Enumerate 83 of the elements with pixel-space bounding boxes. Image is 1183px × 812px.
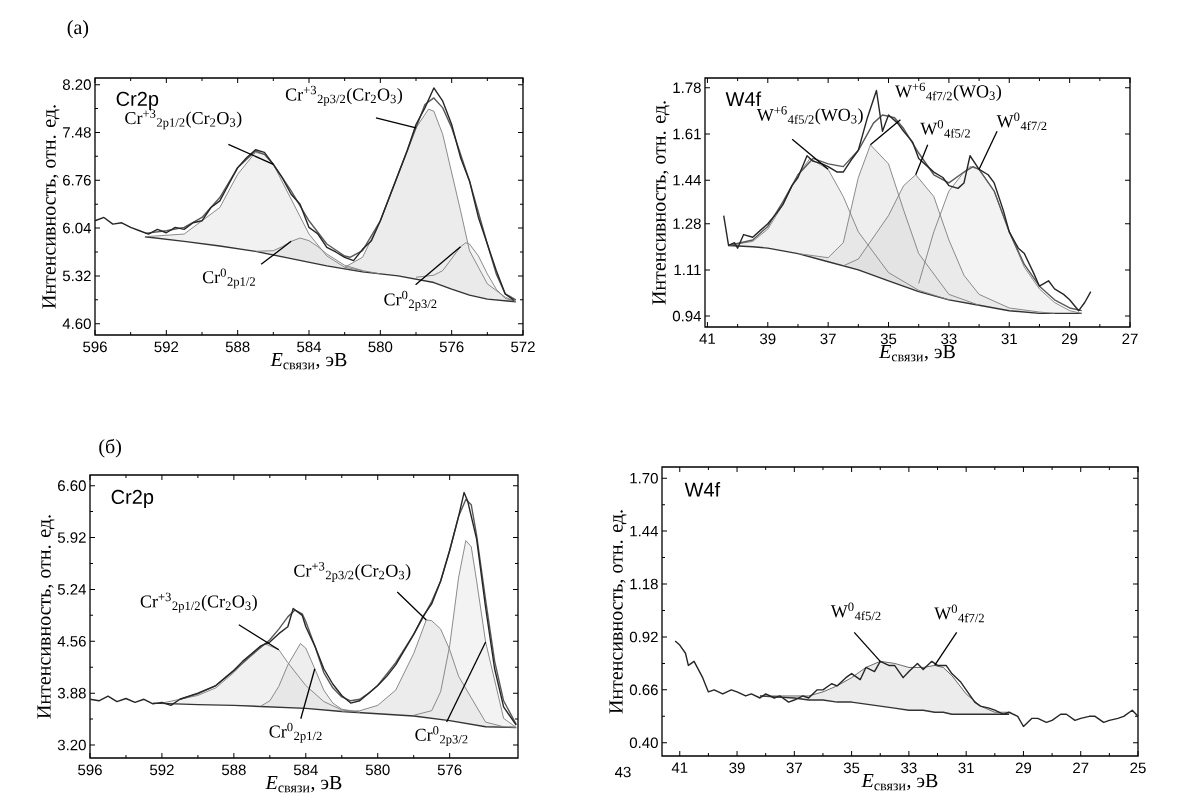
- x-tick-label: 29: [1015, 762, 1032, 774]
- y-tick-label: 7.48: [63, 127, 91, 138]
- x-tick-label: 41: [699, 333, 716, 344]
- x-tick-label: 27: [1122, 333, 1138, 344]
- y-tick-label: 1.18: [630, 578, 658, 590]
- x-axis-title: E$_{связи}$, эВ: [878, 345, 955, 362]
- x-tick-label: 580: [365, 764, 390, 776]
- y-tick-label: 3.20: [57, 739, 86, 751]
- y-axis-title: Интенсивность, отн. ед.: [652, 101, 670, 305]
- x-tick-label: 592: [154, 341, 179, 353]
- y-tick-label: 6.60: [58, 480, 86, 491]
- x-tick-label: 41: [671, 762, 688, 773]
- annotation: Cr$^{+3}$$_{2p3/2}$(Cr$_{2}$O$_{3}$): [285, 85, 403, 106]
- x-tick-label: 25: [1130, 762, 1146, 774]
- x-tick-label: 31: [958, 762, 974, 774]
- x-tick-label: 576: [437, 764, 462, 776]
- x-tick-label: 584: [293, 764, 318, 776]
- x-tick-label: 572: [511, 341, 535, 353]
- annotation: W$^{0}$4f5/2: [920, 119, 970, 138]
- y-tick-label: 1.61: [673, 128, 701, 140]
- text: Cr2p: [116, 91, 159, 110]
- annotation: Cr$^{+3}$$_{2p3/2}$(Cr$_{2}$O$_{3}$): [294, 561, 411, 582]
- x-axis-title: E$_{связи}$, эВ: [270, 353, 347, 370]
- y-axis-title: Интенсивность, отн. ед.: [37, 515, 55, 719]
- y-tick-label: 1.28: [673, 218, 701, 229]
- annotation: Cr$^{0}$2p1/2: [269, 722, 322, 743]
- text: (б): [99, 438, 121, 458]
- x-tick-label: 584: [297, 341, 322, 353]
- x-tick-label: 588: [225, 341, 250, 353]
- annotation: W$^{0}$4f5/2: [830, 602, 881, 621]
- annotation: Cr$^{0}$2p3/2: [384, 290, 437, 311]
- x-tick-label: 27: [1073, 762, 1089, 774]
- text: W4f: [725, 91, 762, 106]
- x-tick-label: 576: [439, 341, 464, 353]
- x-tick-label: 35: [843, 762, 860, 774]
- annotation: W$^{0}$4f7/2: [934, 604, 984, 623]
- y-tick-label: 0.94: [672, 310, 702, 322]
- y-tick-label: 5.92: [57, 532, 86, 543]
- x-tick-label: 596: [78, 764, 102, 776]
- y-axis-title: Интенсивность, отн. ед.: [609, 510, 627, 714]
- y-tick-label: 1.70: [630, 472, 658, 484]
- y-tick-label: 6.76: [63, 174, 91, 186]
- text: W4f: [684, 482, 721, 497]
- y-tick-label: 6.04: [63, 222, 92, 234]
- y-tick-label: 0.92: [629, 631, 658, 643]
- text: 43: [614, 766, 631, 778]
- x-tick-label: 37: [786, 762, 802, 774]
- x-tick-label: 39: [729, 762, 745, 774]
- y-tick-label: 5.32: [62, 270, 91, 282]
- y-tick-label: 4.60: [62, 318, 91, 330]
- y-tick-label: 4.56: [57, 635, 86, 647]
- annotation: W$^{0}$4f7/2: [996, 112, 1047, 131]
- text: (a): [67, 20, 89, 39]
- x-tick-label: 580: [368, 341, 393, 353]
- annotation: Cr$^{+3}$$_{2p1/2}$(Cr$_{2}$O$_{3}$): [140, 592, 257, 613]
- annotation: Cr$^{0}$2p3/2: [415, 726, 468, 747]
- x-tick-label: 35: [880, 333, 897, 345]
- y-tick-label: 5.24: [57, 584, 87, 595]
- annotation: Cr$^{+3}$$_{2p1/2}$(Cr$_{2}$O$_{3}$): [125, 109, 242, 130]
- x-tick-label: 596: [83, 341, 107, 353]
- x-tick-label: 37: [820, 333, 836, 345]
- y-tick-label: 3.88: [57, 687, 86, 699]
- annotation: W$^{+6}$$_{4f5/2}$(WO$_{3}$): [756, 106, 863, 125]
- annotation: W$^{+6}$$_{4f7/2}$(WO$_{3}$): [895, 82, 1002, 102]
- x-tick-label: 31: [1001, 333, 1017, 345]
- y-tick-label: 1.78: [673, 82, 701, 94]
- annotation: Cr$^{0}$2p1/2: [202, 268, 255, 289]
- x-tick-label: 29: [1062, 333, 1078, 345]
- y-tick-label: 1.44: [673, 175, 702, 186]
- x-tick-label: 588: [221, 764, 246, 776]
- y-tick-label: 8.20: [62, 79, 91, 90]
- x-tick-label: 592: [150, 764, 174, 776]
- y-tick-label: 0.66: [629, 684, 658, 696]
- y-tick-label: 1.44: [630, 525, 659, 537]
- x-tick-label: 33: [941, 333, 957, 345]
- x-axis-title: E$_{связи}$, эВ: [861, 774, 938, 791]
- y-axis-title: Интенсивность, отн. ед.: [42, 105, 60, 309]
- y-tick-label: 1.11: [674, 264, 701, 276]
- text: Cr2p: [111, 489, 154, 508]
- y-tick-label: 0.40: [629, 737, 658, 749]
- x-tick-label: 39: [760, 333, 776, 345]
- x-axis-title: E$_{связи}$, эВ: [265, 776, 342, 793]
- x-tick-label: 33: [901, 762, 917, 774]
